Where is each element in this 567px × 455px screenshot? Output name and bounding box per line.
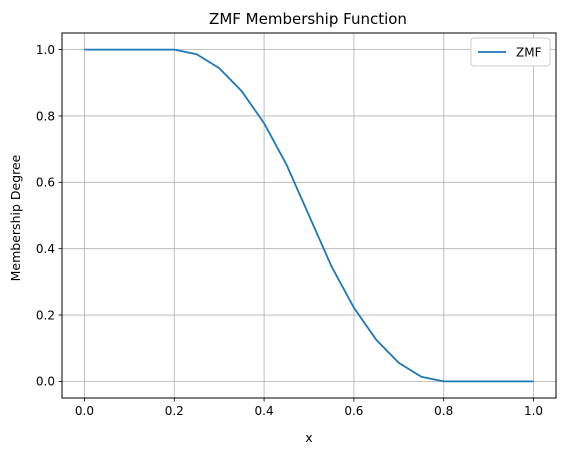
axes-frame [61,32,557,399]
y-tick-label: 0.6 [36,176,55,190]
x-tick-label: 0.6 [344,404,363,418]
y-tick-label: 1.0 [36,43,55,57]
y-axis-label: Membership Degree [8,154,23,281]
y-tick-label: 0.0 [36,375,55,389]
y-tick-label: 0.4 [36,242,55,256]
x-tick-label: 1.0 [524,404,543,418]
legend-label-zmf: ZMF [516,46,542,60]
chart-title: ZMF Membership Function [209,10,407,28]
x-axis-label: x [305,430,312,445]
legend: ZMF [470,37,551,67]
plot-area [84,48,534,383]
y-tick-label: 0.2 [36,308,55,322]
y-axis-ticks: 0.0 0.2 0.4 0.6 0.8 1.0 [36,43,62,389]
x-axis-ticks: 0.0 0.2 0.4 0.6 0.8 1.0 [75,398,543,418]
x-tick-label: 0.4 [255,404,274,418]
series-line-zmf [84,48,534,383]
y-tick-label: 0.8 [36,109,55,123]
x-tick-label: 0.0 [75,404,94,418]
x-tick-label: 0.2 [165,404,184,418]
legend-box [470,37,551,67]
x-tick-label: 0.8 [434,404,453,418]
